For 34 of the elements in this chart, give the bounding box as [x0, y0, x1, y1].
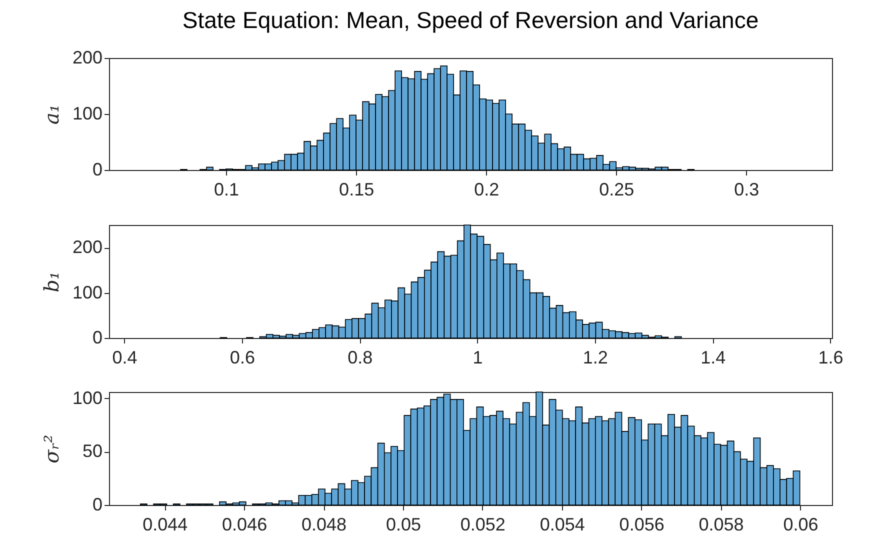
x-tick-label: 0.048: [301, 514, 347, 534]
x-tick-label: 0.058: [698, 514, 744, 534]
x-tick-label: 0.044: [142, 514, 188, 534]
x-tick-label: 1.2: [582, 348, 608, 368]
y-tick-label: 100: [72, 104, 102, 124]
x-tick-label: 0.046: [222, 514, 268, 534]
x-tick-label: 0.052: [460, 514, 506, 534]
y-axis-title: σᵣ²: [39, 434, 64, 464]
y-tick-label: 100: [72, 388, 102, 408]
x-tick-label: 0.25: [599, 180, 634, 200]
x-tick-label: 0.054: [540, 514, 585, 534]
x-tick-label: 0.05: [386, 514, 421, 534]
x-tick-label: 0.15: [339, 180, 374, 200]
y-tick-label: 50: [82, 441, 102, 462]
x-tick-label: 0.056: [619, 514, 664, 534]
x-tick-label: 0.8: [348, 348, 373, 368]
y-tick-label: 0: [92, 494, 102, 514]
x-tick-label: 0.3: [734, 180, 760, 200]
y-tick-label: 0: [92, 328, 102, 348]
y-tick-label: 100: [72, 282, 102, 302]
x-tick-label: 0.6: [230, 348, 255, 368]
x-tick-label: 0.06: [783, 514, 818, 534]
y-tick-label: 200: [72, 48, 102, 68]
x-tick-label: 0.1: [214, 180, 240, 200]
x-tick-label: 1: [472, 348, 483, 368]
y-tick-label: 0: [92, 160, 102, 180]
y-tick-label: 200: [72, 237, 102, 258]
chart-title: State Equation: Mean, Speed of Reversion and Variance: [182, 7, 759, 33]
y-axis-title: b₁: [39, 272, 64, 292]
x-tick-label: 1.4: [700, 348, 726, 368]
x-tick-label: 0.2: [474, 180, 500, 200]
x-tick-label: 1.6: [818, 348, 844, 368]
y-axis-title: a₁: [39, 104, 64, 124]
x-tick-label: 0.4: [112, 348, 138, 368]
